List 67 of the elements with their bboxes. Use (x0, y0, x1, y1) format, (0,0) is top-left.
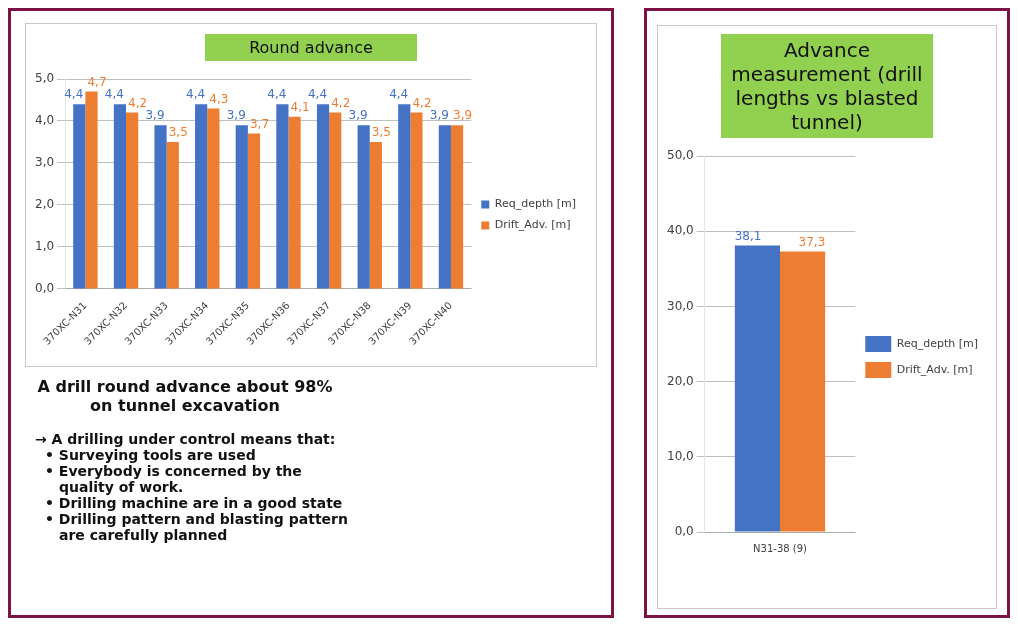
text: • Drilling machine are in a good state (45, 495, 344, 511)
bar (329, 112, 342, 289)
bar (207, 108, 220, 289)
y-tick-label: 20,0 (667, 373, 694, 388)
data-label: 3,9 (145, 108, 165, 123)
data-label: 37,3 (798, 234, 826, 249)
text: A drill round advance about 98% on tunnel excavation (36, 377, 334, 415)
bar (288, 116, 301, 289)
x-tick-label: N31-38 (9) (753, 542, 808, 554)
bar (316, 104, 330, 289)
legend-label: Drift_Adv. [m] (896, 362, 973, 376)
data-label: 4,4 (104, 87, 124, 102)
data-label: 3,9 (453, 108, 473, 123)
bar (154, 125, 167, 289)
bar (276, 104, 289, 289)
data-label: 4,2 (412, 95, 432, 110)
bar (410, 112, 423, 289)
data-label: 3,5 (371, 125, 391, 140)
data-label: 4,2 (128, 95, 148, 110)
data-label: 4,3 (209, 91, 229, 106)
bar (398, 104, 411, 289)
y-tick-label: 5,0 (34, 71, 55, 86)
y-tick-label: 10,0 (667, 448, 694, 463)
data-label: 4,4 (186, 87, 206, 102)
data-label: 4,2 (331, 95, 351, 110)
y-tick-label: 0,0 (34, 281, 55, 296)
data-label: 4,4 (389, 87, 409, 102)
data-label: 3,7 (249, 116, 270, 131)
data-label: 4,4 (267, 87, 287, 102)
data-label: 38,1 (734, 228, 762, 243)
y-tick-label: 1,0 (34, 239, 55, 254)
legend-label: Drift_Adv. [m] (494, 218, 571, 232)
chart-title: Advance measurement (drill lengths vs blasted tunnel) (721, 34, 933, 138)
y-tick-label: 3,0 (34, 155, 55, 170)
bar (85, 91, 98, 289)
text: • Drilling pattern and blasting pattern are carefully planned (45, 511, 349, 543)
data-label: 3,9 (429, 108, 449, 123)
bar (438, 125, 451, 289)
bar (235, 125, 248, 289)
chart-title: Round advance (205, 34, 417, 61)
bar (369, 141, 382, 289)
y-tick-label: 40,0 (667, 223, 694, 238)
y-tick-label: 2,0 (34, 197, 55, 212)
bar (450, 125, 464, 289)
data-label: 4,4 (307, 87, 328, 102)
data-label: 4,1 (290, 99, 310, 114)
bar (357, 125, 370, 289)
bar (195, 104, 208, 289)
text: → A drilling under control means that: (35, 431, 337, 447)
bar (73, 104, 86, 289)
text: • Surveying tools are used (45, 447, 257, 463)
data-label: 3,9 (348, 108, 368, 123)
bar (247, 133, 261, 289)
y-tick-label: 0,0 (674, 524, 694, 539)
data-label: 4,7 (87, 74, 107, 89)
data-label: 4,4 (64, 87, 84, 102)
bar (166, 141, 179, 289)
bar (113, 104, 127, 289)
y-tick-label: 50,0 (667, 148, 694, 163)
bar (126, 112, 139, 289)
y-tick-label: 30,0 (667, 298, 694, 313)
text: • Everybody is concerned by the quality of work. (45, 463, 303, 495)
legend-label: Req_depth [m] (494, 197, 577, 211)
y-tick-label: 4,0 (34, 113, 55, 128)
legend-label: Req_depth [m] (896, 336, 979, 350)
data-label: 3,9 (226, 108, 246, 123)
data-label: 3,5 (168, 125, 188, 140)
